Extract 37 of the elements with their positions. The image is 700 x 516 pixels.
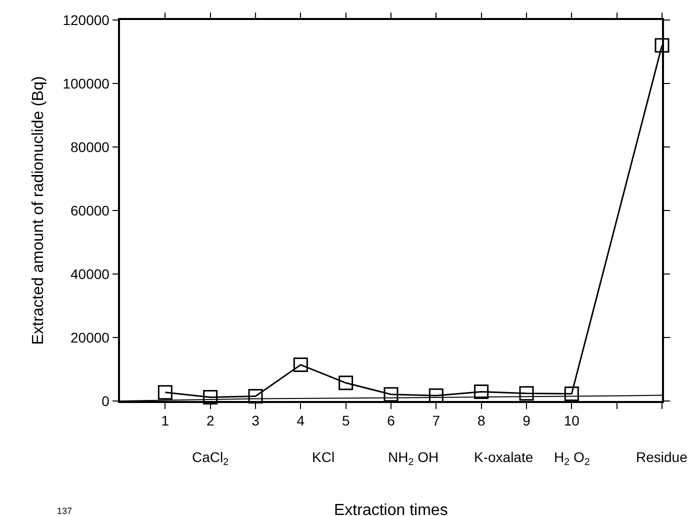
- text: 137: [57, 506, 72, 516]
- point: [203, 390, 218, 404]
- text: K-oxalate: [474, 449, 534, 465]
- text: H$_{2}$ O$_{2}$: [554, 449, 590, 468]
- point: [474, 384, 489, 400]
- x-tick-label: 5: [342, 412, 350, 429]
- x-tick-label: 6: [387, 412, 396, 429]
- point: [428, 388, 444, 403]
- y-tick-label: 40000: [70, 266, 110, 282]
- x-tick-label: 10: [564, 412, 580, 429]
- x-tick-label: 9: [522, 412, 531, 429]
- y-tick-label: 0: [102, 392, 110, 409]
- point: [519, 386, 534, 401]
- y-tick-label: 20000: [70, 329, 110, 346]
- text: KCl: [312, 449, 335, 465]
- point: [248, 388, 263, 404]
- point: [654, 38, 670, 53]
- point: [158, 385, 172, 400]
- x-tick-label: 3: [252, 412, 260, 429]
- x-tick-label: 4: [296, 412, 305, 429]
- text: CaCl$_{2}$: [192, 449, 229, 468]
- y-tick-label: 100000: [62, 75, 110, 92]
- point: [564, 386, 579, 401]
- y-axis-title: Extracted amount of radionuclide (Bq): [30, 76, 48, 345]
- y-tick-label: 120000: [62, 12, 110, 28]
- x-tick-label: 8: [477, 412, 486, 429]
- x-tick-label: 2: [206, 412, 214, 429]
- x-tick-label: 7: [432, 412, 440, 429]
- text: NH$_{2}$ OH: [388, 449, 439, 468]
- point: [338, 376, 354, 390]
- y-tick-label: 60000: [70, 202, 110, 218]
- x-tick-label: 1: [161, 412, 170, 429]
- text: Residue: [636, 449, 688, 465]
- x-axis-title: Extraction times: [334, 502, 448, 516]
- y-tick-label: 80000: [70, 138, 110, 155]
- point: [293, 358, 308, 372]
- point: [384, 387, 398, 402]
